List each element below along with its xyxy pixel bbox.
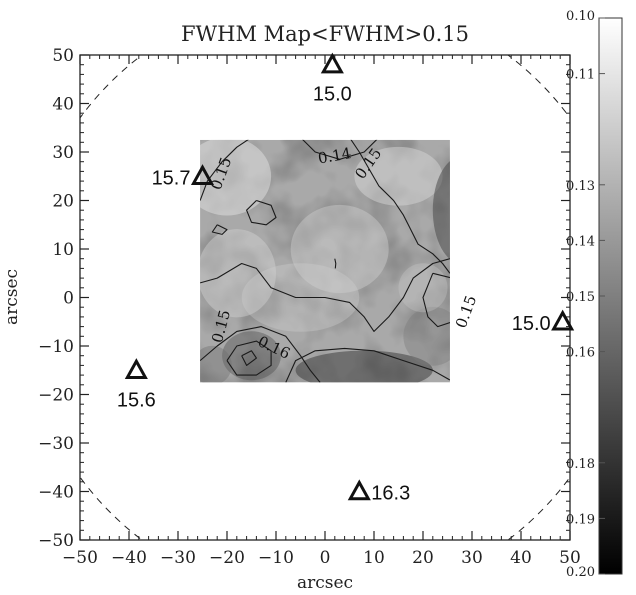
x-tick-label: −30 (160, 548, 196, 568)
colorbar-tick-label: 0.20 (566, 565, 595, 580)
map-tone-patch (222, 331, 281, 381)
contour-line (334, 258, 337, 269)
y-tick-label: 30 (52, 143, 74, 163)
x-tick-label: 20 (412, 548, 434, 568)
x-tick-label: −50 (62, 548, 98, 568)
contour-line (422, 272, 450, 328)
y-tick-label: 10 (52, 240, 74, 260)
contour-line (302, 139, 378, 160)
triangle-marker (320, 52, 344, 74)
x-tick-label: 0 (320, 548, 331, 568)
marker-label: 15.0 (512, 313, 551, 335)
contour-line (246, 199, 277, 226)
triangle-marker (190, 164, 215, 185)
x-tick-label: 30 (461, 548, 483, 568)
contour-line (200, 139, 249, 201)
contour-line (285, 347, 450, 383)
x-tick-label: −10 (258, 548, 294, 568)
y-axis-ticks: −50 −40 −30 −20 −10 0 10 20 30 40 50 (38, 46, 570, 551)
x-tick-label: 40 (510, 548, 532, 568)
contour-line (226, 340, 272, 376)
colorbar-tick-label: 0.16 (566, 346, 595, 361)
y-tick-label: 20 (52, 192, 74, 212)
colorbar-tick-label: 0.14 (566, 234, 595, 249)
markers: 15.0 15.7 15.0 15.6 16.3 (117, 52, 575, 505)
y-axis-label: arcsec (2, 269, 22, 325)
colorbar-tick-label: 0.15 (566, 290, 595, 305)
chart-title: FWHM Map<FWHM>0.15 (181, 22, 469, 46)
contour-line (350, 139, 450, 274)
x-tick-label: −20 (209, 548, 245, 568)
x-axis-ticks: −50 −40 −30 −20 −10 0 10 20 30 40 50 (62, 55, 581, 568)
contour-line (200, 258, 450, 332)
map-tone-patch (290, 204, 389, 294)
triangle-marker (347, 479, 371, 501)
colorbar-tick-label: 0.11 (566, 68, 595, 83)
contour-line (200, 326, 321, 383)
marker-label: 15.6 (117, 389, 156, 411)
y-tick-label: 50 (52, 46, 74, 66)
marker-label: 15.0 (313, 84, 352, 106)
marker-label: 16.3 (371, 483, 410, 505)
colorbar-tick-label: 0.18 (566, 457, 595, 472)
contour-line (241, 350, 257, 366)
contour-line (211, 224, 228, 235)
y-tick-label: −10 (38, 337, 74, 357)
triangle-marker (124, 358, 148, 379)
map-tone-patch (200, 229, 276, 318)
map-tone-patch (200, 139, 272, 216)
y-tick-label: −50 (38, 531, 74, 551)
x-tick-label: 50 (559, 548, 581, 568)
y-tick-label: −40 (38, 483, 74, 503)
colorbar-tick-label: 0.10 (566, 9, 595, 24)
map-tone-patch (200, 345, 232, 383)
marker-label: 15.7 (152, 167, 191, 189)
map-tone-patch (354, 146, 443, 206)
y-tick-label: −30 (38, 434, 74, 454)
triangle-marker (551, 309, 575, 331)
contour-label: 0.15 (452, 293, 480, 331)
map-tone-patch (398, 263, 448, 313)
x-tick-label: −40 (111, 548, 147, 568)
colorbar: 0.10 0.11 0.13 0.14 0.15 0.16 0.18 0.19 0.20 (566, 9, 623, 580)
y-tick-label: 0 (63, 289, 74, 309)
contour-label: 0.14 (317, 144, 353, 168)
y-tick-label: −20 (38, 386, 74, 406)
y-tick-label: 40 (52, 95, 74, 115)
map-tone-patch (432, 161, 450, 260)
x-tick-label: 10 (363, 548, 385, 568)
map-tone-patch (403, 306, 450, 366)
fwhm-map-image (200, 139, 450, 383)
colorbar-tick-label: 0.13 (566, 179, 595, 194)
colorbar-tick-label: 0.19 (566, 512, 595, 527)
x-axis-label: arcsec (297, 573, 353, 593)
